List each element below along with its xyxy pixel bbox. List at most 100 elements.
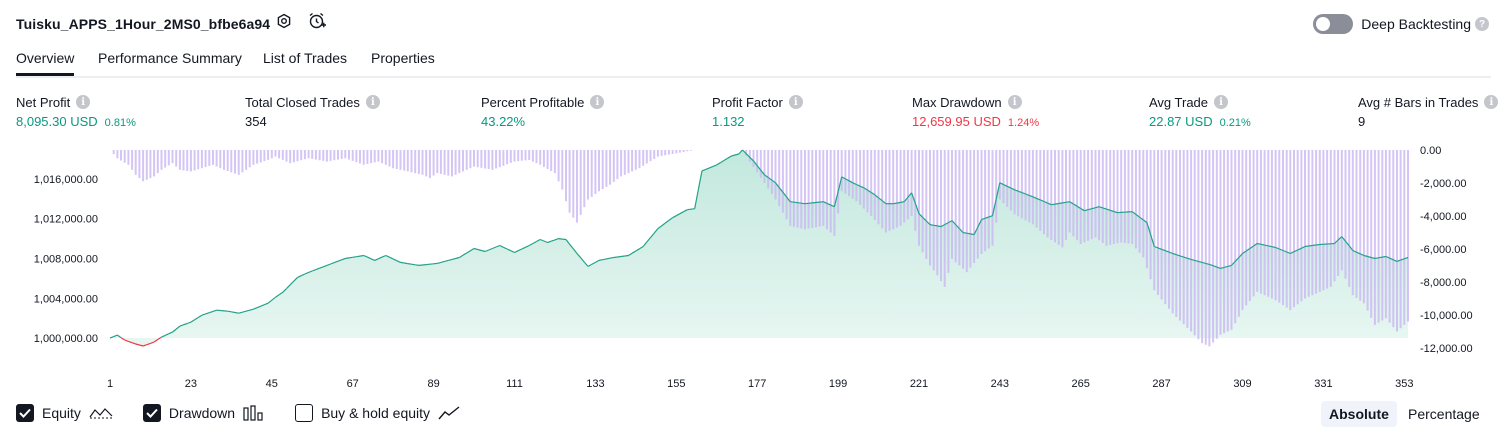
add-alert-button[interactable] <box>306 12 328 34</box>
equity-line-segment <box>1006 185 1012 189</box>
drawdown-bar <box>270 150 273 159</box>
right-axis-tick: -2,000.00 <box>1420 178 1466 190</box>
equity-line-segment <box>628 252 633 257</box>
info-icon[interactable]: i <box>365 95 380 109</box>
add-alert-icon <box>307 11 327 36</box>
chart-legend: Equity Drawdown Buy & hold equity <box>16 404 490 422</box>
percentage-mode-button[interactable]: Percentage <box>1408 406 1480 422</box>
equity-line-segment <box>922 216 927 222</box>
equity-area <box>110 150 1408 346</box>
equity-line-segment <box>1047 202 1052 206</box>
equity-drawdown-chart[interactable]: 1,000,000.00 1,004,000.00 1,008,000.00 1,01… <box>0 140 1507 398</box>
tab-overview[interactable]: Overview <box>16 50 75 76</box>
drawdown-bar <box>274 150 277 157</box>
drawdown-bar <box>421 150 424 175</box>
drawdown-bar <box>281 150 284 160</box>
drawdown-bar <box>1223 150 1226 334</box>
drawdown-bar <box>329 150 332 161</box>
equity-line-segment <box>801 202 806 205</box>
drawdown-bar <box>226 150 229 171</box>
equity-line-segment <box>1198 260 1203 263</box>
drawdown-bar <box>212 150 214 165</box>
absolute-mode-button[interactable]: Absolute <box>1321 401 1397 427</box>
drawdown-bar <box>436 150 439 174</box>
drawdown-bar <box>932 150 935 271</box>
x-axis-tick: 265 <box>1072 378 1090 390</box>
equity-line-segment <box>1065 201 1070 203</box>
info-icon[interactable]: i <box>76 95 91 109</box>
equity-line-segment <box>1216 266 1221 269</box>
equity-line-segment <box>1017 190 1023 194</box>
deep-backtesting-toggle[interactable]: Deep Backtesting ? <box>1313 14 1489 34</box>
equity-line-segment <box>705 167 710 170</box>
drawdown-bar <box>337 150 339 160</box>
tab-list-of-trades[interactable]: List of Trades <box>263 50 348 66</box>
legend-equity-label: Equity <box>42 405 81 421</box>
equity-line-segment <box>970 233 975 236</box>
equity-line-segment <box>113 334 118 338</box>
equity-line-segment <box>988 215 993 218</box>
info-icon[interactable]: i <box>1484 95 1499 109</box>
equity-line-segment <box>150 341 155 344</box>
drawdown-bar <box>1274 150 1277 301</box>
drawdown-bar <box>1270 150 1273 299</box>
drawdown-bar <box>245 150 248 170</box>
buy-hold-checkbox[interactable] <box>295 404 314 422</box>
equity-line-segment <box>161 334 166 338</box>
toggle-switch[interactable] <box>1313 14 1354 34</box>
equity-line-segment <box>900 201 905 203</box>
equity-line-segment <box>1286 251 1291 255</box>
equity-line-segment <box>238 311 243 314</box>
equity-line-segment <box>558 238 563 240</box>
drawdown-bar <box>1116 150 1119 244</box>
equity-line-segment <box>723 157 729 161</box>
settings-button[interactable] <box>273 12 295 34</box>
tab-properties[interactable]: Properties <box>371 50 435 66</box>
drawdown-bar <box>362 150 365 165</box>
drawdown-bar <box>138 150 141 179</box>
equity-line-segment <box>470 247 475 252</box>
equity-line-segment <box>319 266 324 269</box>
drawdown-bar <box>1101 150 1104 243</box>
drawdown-bar <box>792 150 795 227</box>
equity-line-segment <box>1183 256 1188 259</box>
drawdown-bar <box>1190 150 1193 332</box>
equity-line-segment <box>1091 207 1096 210</box>
drawdown-bar <box>112 150 115 155</box>
drawdown-bar <box>513 150 516 162</box>
drawdown-bar <box>598 150 600 192</box>
info-icon[interactable]: i <box>590 95 605 109</box>
legend-buy-hold[interactable]: Buy & hold equity <box>295 404 460 422</box>
drawdown-bar <box>1366 150 1369 311</box>
metric-value: 43.22% <box>481 114 526 129</box>
info-icon[interactable]: i <box>1007 95 1022 109</box>
drawdown-bar <box>914 150 917 231</box>
drawdown-bar <box>314 150 317 160</box>
tab-performance-summary[interactable]: Performance Summary <box>98 50 242 66</box>
help-icon[interactable]: ? <box>1475 17 1489 31</box>
drawdown-bar <box>1079 150 1082 244</box>
legend-drawdown[interactable]: Drawdown <box>142 404 265 422</box>
drawdown-bar <box>520 150 523 161</box>
equity-line-segment <box>381 254 387 258</box>
equity-checkbox[interactable] <box>16 404 34 422</box>
info-icon[interactable]: i <box>1214 95 1229 109</box>
info-icon[interactable]: i <box>788 95 803 109</box>
drawdown-bar <box>664 150 667 156</box>
metric-value: 9 <box>1358 114 1366 129</box>
equity-line-segment <box>1187 257 1192 260</box>
equity-line-segment <box>212 309 217 312</box>
drawdown-bar <box>859 150 862 205</box>
drawdown-bar <box>756 150 759 173</box>
drawdown-checkbox[interactable] <box>142 404 161 422</box>
drawdown-bar <box>1083 150 1086 243</box>
drawdown-bar <box>344 150 347 159</box>
equity-line-segment <box>565 239 571 245</box>
equity-line-segment <box>580 257 585 263</box>
drawdown-bar <box>197 150 200 170</box>
equity-line-segment <box>716 162 721 166</box>
drawdown-bar <box>837 150 840 214</box>
legend-equity[interactable]: Equity <box>16 404 113 422</box>
drawdown-bar <box>682 150 685 152</box>
equity-line-segment <box>1396 259 1401 262</box>
